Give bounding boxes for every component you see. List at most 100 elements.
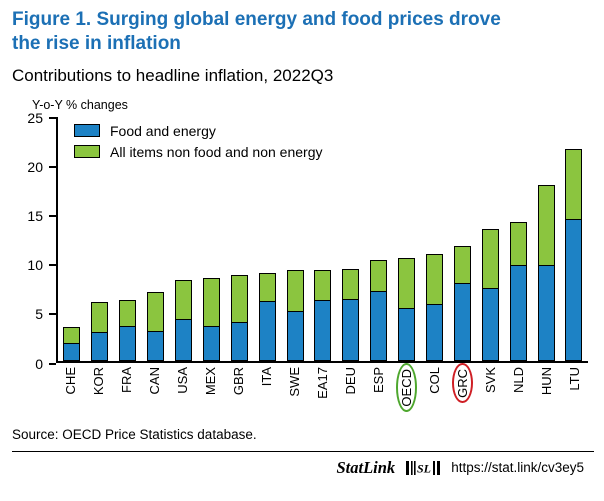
plot-column: Food and energy All items non food and n… [56,116,594,425]
bar-segment [286,311,304,361]
x-label-gbr: GBR [230,366,246,395]
bar-segment [147,291,165,332]
x-label-slot: CHE [56,363,84,425]
y-tick-mark [49,264,56,267]
x-label-che: CHE [62,366,78,394]
x-label-slot: EA17 [308,363,336,425]
x-label-slot: KOR [84,363,112,425]
bar-segment [202,277,220,327]
legend-swatch-food-energy [74,124,100,137]
x-label-slot: ESP [364,363,392,425]
x-label-usa: USA [174,366,190,394]
y-axis: 0 5 10 15 20 25 [12,110,56,371]
source-note: Source: OECD Price Statistics database. [12,426,257,442]
y-tick-mark [49,362,56,365]
bar-usa [170,117,198,361]
bar-esp [365,117,393,361]
bar-segment [565,219,583,361]
bar-segment [481,228,499,289]
figure-title: Figure 1. Surging global energy and food… [12,9,501,54]
x-label-oecd: OECD [398,368,414,407]
bar-grc [448,117,476,361]
statlink-url[interactable]: https://stat.link/cv3ey5 [451,460,584,475]
bar-segment [537,265,555,361]
x-label-ea17: EA17 [314,366,330,399]
figure-page: Figure 1. Surging global energy and food… [12,9,594,478]
bar-segment [175,279,192,320]
bar-segment [426,253,444,305]
bar-segment [119,299,137,327]
x-label-slot: SWE [280,363,308,425]
annotation-ellipse-grc: GRC [451,362,473,404]
y-tick-mark [49,214,56,217]
x-label-mex: MEX [202,366,218,395]
bar-segment [258,272,276,302]
y-tick-label-25: 25 [27,109,43,126]
bar-segment [314,269,332,301]
x-label-can: CAN [146,366,162,394]
bar-fra [114,117,142,361]
y-tick-mark [49,165,56,168]
bar-gbr [225,117,253,361]
bar-ea17 [309,117,337,361]
y-tick-label-20: 20 [27,158,43,175]
bar-segment [202,326,220,361]
x-label-slot: DEU [336,363,364,425]
statlink-row: StatLink SL https://stat.link/cv3ey5 [12,452,594,478]
footer-divider [12,450,594,452]
bar-che [58,117,86,361]
x-label-ltu: LTU [566,366,582,391]
y-tick-mark [49,116,56,119]
bar-segment [119,326,137,361]
y-tick-mark [49,313,56,316]
x-label-slot: ITA [252,363,280,425]
x-label-slot: NLD [504,363,532,425]
bar-segment [258,301,276,361]
bar-svk [476,117,504,361]
plot-area: Food and energy All items non food and n… [56,116,588,363]
y-tick-label-10: 10 [27,257,43,274]
x-label-slot: FRA [112,363,140,425]
bar-segment [509,221,527,266]
x-label-swe: SWE [286,366,302,397]
bar-segment [230,274,248,323]
legend-swatch-non-food-energy [74,145,100,158]
x-label-slot: GRC [448,362,476,425]
bar-hun [532,117,560,361]
bar-can [142,117,170,361]
bar-deu [337,117,365,361]
bar-segment [175,319,192,361]
legend-item-non-food-energy: All items non food and non energy [74,144,322,160]
bar-segment [147,331,165,361]
x-label-esp: ESP [370,366,386,393]
bar-segment [398,308,416,361]
x-label-deu: DEU [342,366,358,394]
y-tick-label-0: 0 [35,355,43,372]
bar-segment [342,268,360,300]
y-tick-label-5: 5 [35,306,43,323]
bar-segment [509,265,527,361]
x-label-svk: SVK [482,366,498,393]
bar-ita [253,117,281,361]
x-label-col: COL [426,366,442,394]
bar-segment [230,322,248,361]
bar-swe [281,117,309,361]
x-label-slot: SVK [476,363,504,425]
bar-segment [91,332,109,361]
bar-segment [370,291,388,361]
x-label-slot: USA [168,363,196,425]
bar-ltu [560,117,588,361]
annotation-ellipse-oecd: OECD [395,362,417,413]
bar-segment [426,304,444,361]
bar-segment [286,269,304,312]
bar-segment [398,257,416,309]
bar-oecd [393,117,421,361]
bar-segment [314,300,332,361]
bar-segment [370,259,388,292]
x-label-kor: KOR [90,366,106,395]
bar-segment [453,283,471,361]
bar-segment [91,301,109,333]
bar-segment [342,299,360,361]
bar-segment [481,288,499,361]
legend-label-food-energy: Food and energy [110,122,216,139]
